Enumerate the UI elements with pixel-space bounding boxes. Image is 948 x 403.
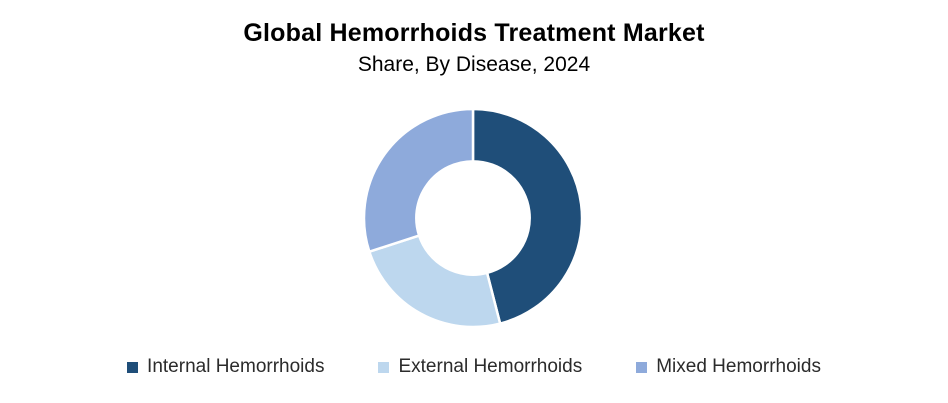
legend-label: Internal Hemorrhoids xyxy=(147,356,325,377)
donut-chart xyxy=(362,107,584,329)
chart-header: Global Hemorrhoids Treatment Market Shar… xyxy=(0,18,948,77)
donut-slice-internal-hemorrhoids xyxy=(471,107,584,325)
donut-slice-mixed-hemorrhoids xyxy=(362,107,475,253)
legend-swatch-internal-hemorrhoids xyxy=(127,361,139,373)
chart-title: Global Hemorrhoids Treatment Market xyxy=(243,19,705,47)
legend-label: Mixed Hemorrhoids xyxy=(656,356,821,377)
legend-item-mixed-hemorrhoids: Mixed Hemorrhoids xyxy=(636,356,821,379)
chart-subtitle: Share, By Disease, 2024 xyxy=(357,53,591,76)
legend: Internal Hemorrhoids External Hemorrhoid… xyxy=(0,356,948,379)
legend-item-internal-hemorrhoids: Internal Hemorrhoids xyxy=(127,356,324,379)
donut-slice-external-hemorrhoids xyxy=(368,234,502,329)
legend-swatch-external-hemorrhoids xyxy=(378,361,390,373)
legend-swatch-mixed-hemorrhoids xyxy=(636,361,648,373)
legend-label: External Hemorrhoids xyxy=(398,356,583,377)
legend-item-external-hemorrhoids: External Hemorrhoids xyxy=(378,356,582,379)
